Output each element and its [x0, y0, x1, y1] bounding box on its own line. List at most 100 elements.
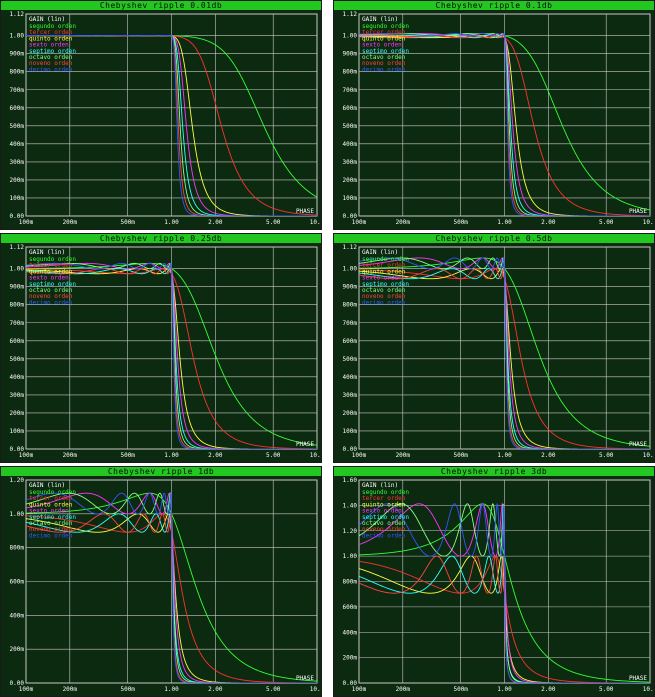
y-tick-label: 500m: [10, 356, 25, 363]
chart-panel-ripple-0-1db: Chebyshev ripple 0.1db 100m 200m 500m 1.00 2…: [333, 0, 655, 230]
y-tick-label: 0.00: [343, 680, 358, 687]
chart-plot: 100m 200m 500m 1.00 2.00 5.00 10.0 1.20 1.00 800m…: [10, 477, 321, 693]
y-tick-label: 900m: [343, 284, 358, 291]
legend-entry: noveno orden: [29, 60, 73, 67]
legend-entry: segundo orden: [29, 256, 76, 263]
y-tick-label: 600m: [10, 105, 25, 112]
chart-title: Chebyshev ripple 3db: [334, 467, 654, 476]
chart-panel-ripple-3db: Chebyshev ripple 3db 100m 200m 500m 1.00 2.0…: [333, 466, 655, 697]
phase-label: PHASE: [296, 208, 314, 215]
x-tick-label: 10.0: [643, 686, 654, 693]
x-tick-label: 100m: [19, 686, 34, 693]
y-tick-label: 1.20: [10, 477, 25, 484]
x-tick-label: 5.00: [599, 219, 614, 226]
y-tick-label: 400m: [343, 141, 358, 148]
legend-header: GAIN (lin): [29, 482, 65, 489]
y-tick-label: 600m: [343, 105, 358, 112]
y-tick-label: 200m: [10, 646, 25, 653]
y-tick-label: 600m: [10, 579, 25, 586]
y-tick-label: 300m: [10, 392, 25, 399]
y-tick-label: 400m: [343, 374, 358, 381]
y-tick-label: 700m: [343, 87, 358, 94]
x-tick-label: 2.00: [541, 452, 556, 459]
y-tick-label: 500m: [343, 356, 358, 363]
phase-label: PHASE: [629, 441, 647, 448]
chart-plot: 100m 200m 500m 1.00 2.00 5.00 10.0 1.12 1.00 900m…: [10, 244, 321, 459]
y-tick-label: 500m: [343, 123, 358, 130]
legend-entry: sexto orden: [362, 275, 402, 282]
phase-label: PHASE: [629, 675, 647, 682]
legend-entry: decimo orden: [29, 299, 73, 306]
phase-label: PHASE: [296, 441, 314, 448]
x-tick-label: 5.00: [266, 219, 281, 226]
legend-header: GAIN (lin): [29, 249, 65, 256]
chart-title: Chebyshev ripple 1db: [1, 467, 321, 476]
legend-entry: noveno orden: [29, 526, 73, 533]
x-tick-label: 5.00: [599, 686, 614, 693]
y-tick-label: 700m: [10, 87, 25, 94]
x-tick-label: 2.00: [208, 219, 223, 226]
y-tick-label: 200m: [343, 177, 358, 184]
legend-entry: tercer orden: [362, 495, 406, 502]
legend-entry: segundo orden: [362, 23, 409, 30]
legend-entry: quinto orden: [29, 35, 73, 42]
x-tick-label: 500m: [120, 452, 135, 459]
x-tick-label: 10.0: [310, 219, 321, 226]
x-tick-label: 200m: [396, 686, 411, 693]
legend-header: GAIN (lin): [362, 16, 398, 23]
legend-entry: sexto orden: [29, 275, 69, 282]
x-tick-label: 500m: [120, 219, 135, 226]
legend-entry: quinto orden: [362, 35, 406, 42]
y-tick-label: 900m: [10, 284, 25, 291]
x-tick-label: 500m: [120, 686, 135, 693]
y-tick-label: 800m: [343, 579, 358, 586]
x-tick-label: 100m: [19, 452, 34, 459]
chart-plot: 100m 200m 500m 1.00 2.00 5.00 10.0 1.12 1.00 900m…: [343, 11, 654, 226]
chart-title: Chebyshev ripple 0.1db: [334, 1, 654, 10]
phase-label: PHASE: [296, 675, 314, 682]
legend-entry: octavo orden: [362, 287, 406, 294]
x-tick-label: 100m: [19, 219, 34, 226]
y-tick-label: 300m: [343, 159, 358, 166]
legend-entry: octavo orden: [29, 54, 73, 61]
legend-entry: decimo orden: [29, 532, 73, 539]
x-tick-label: 200m: [63, 452, 78, 459]
y-tick-label: 800m: [10, 545, 25, 552]
y-tick-label: 1.00: [10, 33, 25, 40]
legend-entry: octavo orden: [362, 520, 406, 527]
legend-entry: septimo orden: [362, 514, 409, 521]
y-tick-label: 1.12: [343, 11, 358, 18]
legend-entry: septimo orden: [29, 48, 76, 55]
y-tick-label: 600m: [10, 338, 25, 345]
y-tick-label: 100m: [343, 195, 358, 202]
y-tick-label: 1.12: [10, 244, 25, 251]
y-tick-label: 200m: [10, 410, 25, 417]
y-tick-label: 600m: [343, 604, 358, 611]
series-line: [26, 492, 317, 683]
series-group: [359, 502, 650, 683]
y-tick-label: 1.20: [343, 528, 358, 535]
phase-label: PHASE: [629, 208, 647, 215]
y-tick-label: 100m: [10, 428, 25, 435]
legend-entry: sexto orden: [29, 508, 69, 515]
x-tick-label: 10.0: [310, 686, 321, 693]
legend-entry: octavo orden: [29, 287, 73, 294]
x-tick-label: 5.00: [599, 452, 614, 459]
legend-entry: quinto orden: [29, 268, 73, 275]
x-tick-label: 5.00: [266, 686, 281, 693]
y-tick-label: 300m: [10, 159, 25, 166]
y-tick-label: 300m: [343, 392, 358, 399]
chart-title: Chebyshev ripple 0.01db: [1, 1, 321, 10]
legend-header: GAIN (lin): [29, 16, 65, 23]
x-tick-label: 1.00: [497, 686, 512, 693]
x-tick-label: 5.00: [266, 452, 281, 459]
x-tick-label: 100m: [352, 686, 367, 693]
legend-header: GAIN (lin): [362, 482, 398, 489]
y-tick-label: 900m: [343, 51, 358, 58]
y-tick-label: 400m: [10, 141, 25, 148]
legend-entry: decimo orden: [362, 66, 406, 73]
legend-entry: tercer orden: [29, 262, 73, 269]
y-tick-label: 800m: [343, 302, 358, 309]
y-tick-label: 800m: [10, 69, 25, 76]
legend-entry: decimo orden: [362, 299, 406, 306]
